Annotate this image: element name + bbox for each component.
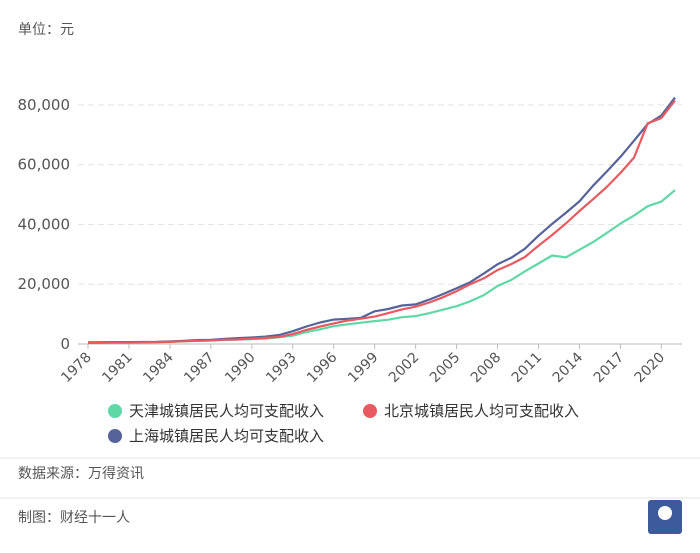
legend-label: 北京城镇居民人均可支配收入 xyxy=(384,402,579,420)
x-tick-label: 1978 xyxy=(58,350,95,387)
x-tick-label: 2017 xyxy=(591,350,628,387)
x-tick-label: 1987 xyxy=(181,350,218,387)
legend-label: 上海城镇居民人均可支配收入 xyxy=(129,427,324,445)
y-tick-label: 80,000 xyxy=(18,96,71,114)
series-line xyxy=(87,96,676,344)
x-tick-label: 1990 xyxy=(222,350,259,387)
x-tick-label: 1996 xyxy=(304,349,341,386)
unit-label: 单位：元 xyxy=(18,22,74,38)
credit: 制图：财经十一人 xyxy=(18,510,130,526)
x-tick-label: 2014 xyxy=(550,349,587,386)
legend-marker xyxy=(108,429,122,443)
legend-label: 天津城镇居民人均可支配收入 xyxy=(129,402,324,420)
y-tick-label: 40,000 xyxy=(18,215,71,233)
legend-marker xyxy=(363,404,377,418)
x-tick-label: 1999 xyxy=(345,350,382,387)
series-line xyxy=(87,99,676,344)
x-tick-label: 1984 xyxy=(140,349,177,386)
y-tick-label: 20,000 xyxy=(18,275,71,293)
x-tick-label: 1993 xyxy=(263,350,300,387)
source: 数据来源：万得资讯 xyxy=(18,465,144,482)
y-tick-label: 0 xyxy=(60,335,70,353)
x-tick-label: 2002 xyxy=(386,350,423,387)
x-tick-label: 2020 xyxy=(632,350,669,387)
logo-mark xyxy=(658,506,672,520)
x-tick-label: 1981 xyxy=(99,350,136,387)
y-tick-label: 60,000 xyxy=(18,156,71,174)
x-tick-label: 2008 xyxy=(468,350,505,387)
series-line xyxy=(87,189,676,344)
x-tick-label: 2005 xyxy=(427,350,464,387)
legend-marker xyxy=(108,404,122,418)
x-tick-label: 2011 xyxy=(509,350,546,387)
